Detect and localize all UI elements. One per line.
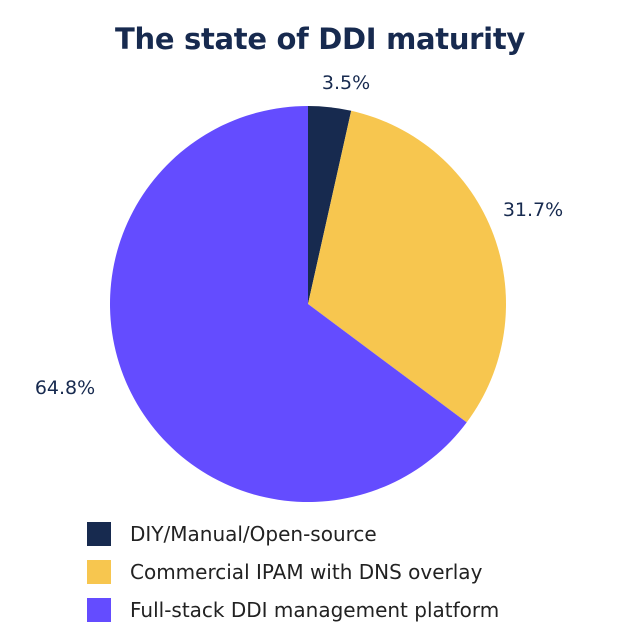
pie-slice — [308, 110, 506, 423]
legend-label: Full-stack DDI management platform — [130, 598, 500, 622]
chart-title: The state of DDI maturity — [115, 22, 525, 56]
legend-item: Commercial IPAM with DNS overlay — [87, 560, 482, 584]
slice-data-label: 64.8% — [35, 377, 95, 399]
legend-swatch — [87, 522, 111, 546]
pie-slice — [308, 106, 352, 304]
legend-label: Commercial IPAM with DNS overlay — [130, 560, 483, 584]
legend-item: Full-stack DDI management platform — [87, 598, 499, 622]
legend-label: DIY/Manual/Open-source — [130, 522, 377, 546]
legend-swatch — [87, 598, 111, 622]
pie-slice — [110, 105, 467, 503]
legend-swatch — [87, 560, 111, 584]
slice-data-label: 31.7% — [503, 199, 563, 221]
legend-item: DIY/Manual/Open-source — [87, 522, 377, 546]
slice-data-label: 3.5% — [322, 72, 370, 94]
